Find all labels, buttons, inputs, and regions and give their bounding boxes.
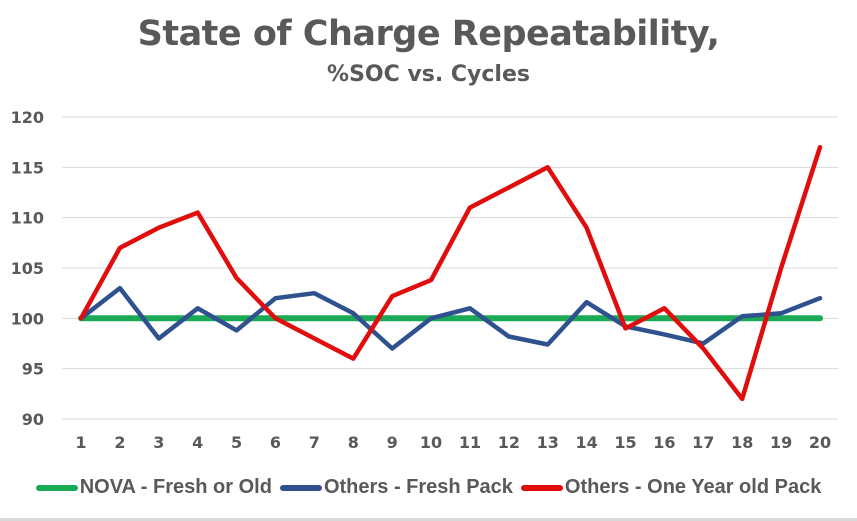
x-tick-label: 9 <box>387 433 398 452</box>
y-tick-label: 95 <box>22 360 44 379</box>
y-tick-label: 115 <box>11 158 44 177</box>
legend: NOVA - Fresh or Old Others - Fresh Pack … <box>0 476 857 499</box>
x-tick-label: 17 <box>692 433 714 452</box>
legend-swatch-nova <box>35 484 78 491</box>
x-tick-label: 4 <box>192 433 203 452</box>
bottom-divider <box>0 518 857 521</box>
x-tick-label: 5 <box>231 433 242 452</box>
chart-subtitle: %SOC vs. Cycles <box>327 62 530 87</box>
y-axis-ticks: 90 95 100 105 110 115 120 <box>11 108 44 429</box>
legend-item-others-old: Others - One Year old Pack <box>520 476 822 499</box>
x-tick-label: 2 <box>114 433 125 452</box>
x-tick-label: 3 <box>153 433 164 452</box>
x-tick-label: 12 <box>498 433 520 452</box>
y-tick-label: 90 <box>22 410 44 429</box>
x-tick-label: 15 <box>614 433 636 452</box>
x-tick-label: 6 <box>270 433 281 452</box>
x-tick-label: 19 <box>770 433 792 452</box>
chart-title: State of Charge Repeatability, <box>137 14 720 54</box>
legend-label-others-old: Others - One Year old Pack <box>564 476 822 498</box>
x-tick-label: 18 <box>731 433 753 452</box>
x-tick-label: 11 <box>459 433 481 452</box>
x-axis-ticks: 1 2 3 4 5 6 7 8 9 10 11 12 13 14 15 16 17 18 19 20 <box>75 433 831 452</box>
x-tick-label: 14 <box>575 433 597 452</box>
x-tick-label: 16 <box>653 433 675 452</box>
x-tick-label: 7 <box>309 433 320 452</box>
x-tick-label: 1 <box>75 433 86 452</box>
y-tick-label: 105 <box>11 259 44 278</box>
legend-swatch-others-fresh <box>279 484 322 491</box>
series-line-others-one-year-old-pack <box>78 144 823 402</box>
legend-item-nova: NOVA - Fresh or Old <box>35 476 272 499</box>
y-tick-label: 100 <box>11 309 44 328</box>
legend-item-others-fresh: Others - Fresh Pack <box>279 476 513 499</box>
x-tick-label: 10 <box>420 433 442 452</box>
x-tick-label: 13 <box>537 433 559 452</box>
x-tick-label: 20 <box>809 433 831 452</box>
y-tick-label: 110 <box>11 209 44 228</box>
legend-label-nova: NOVA - Fresh or Old <box>79 476 272 498</box>
legend-swatch-others-old <box>520 484 563 491</box>
x-tick-label: 8 <box>348 433 359 452</box>
legend-label-others-fresh: Others - Fresh Pack <box>323 476 513 498</box>
y-tick-label: 120 <box>11 108 44 127</box>
series-lines <box>78 144 823 402</box>
